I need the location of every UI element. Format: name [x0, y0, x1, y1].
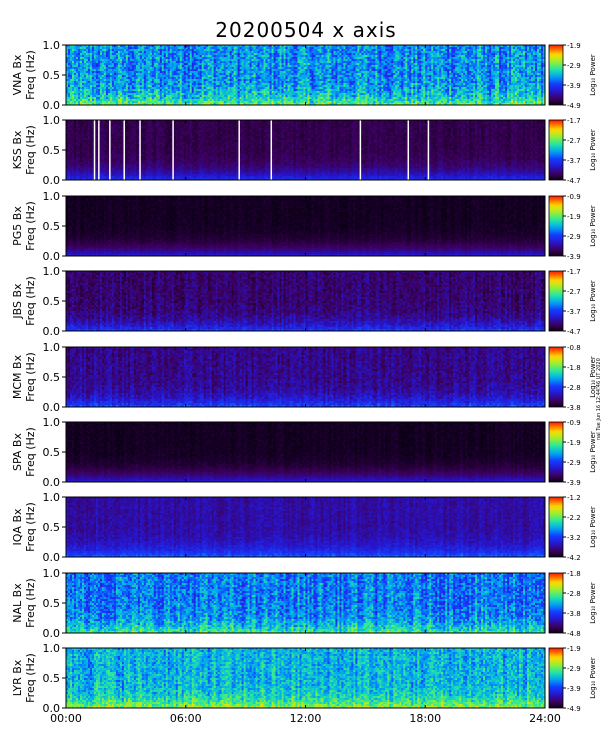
- spectrogram-cells: [66, 45, 545, 105]
